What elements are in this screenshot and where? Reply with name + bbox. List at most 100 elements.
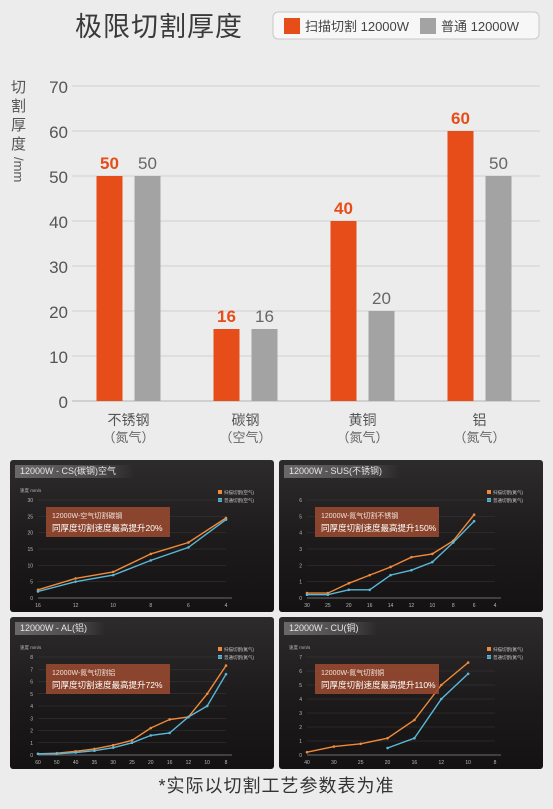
bar-value-scan: 16: [217, 307, 236, 326]
panel-x-tick: 8: [494, 760, 497, 766]
panel-point-scan: [466, 661, 470, 664]
panel-legend-swatch: [218, 490, 222, 494]
panel-x-tick: 8: [225, 760, 228, 766]
panel-point-normal: [413, 736, 416, 740]
panel-title: 12000W - AL(铝): [15, 622, 106, 635]
panel-point-scan: [368, 573, 371, 577]
x-category-gas: （氮气）: [336, 430, 388, 445]
panel-note-line2: 同厚度切割速度最高提升20%: [52, 523, 163, 533]
x-category-label: 黄铜: [349, 412, 377, 428]
panel-legend-label: 扫描切割(氮气): [493, 646, 523, 653]
panel-x-tick: 4: [225, 603, 228, 609]
panel-y-tick: 0: [299, 596, 302, 602]
panel-y-tick: 7: [299, 655, 302, 661]
x-category-gas: （氮气）: [453, 430, 505, 445]
panel-note-bg: [46, 507, 170, 537]
panel-point-scan: [472, 513, 476, 516]
panel-y-tick: 6: [299, 669, 302, 675]
y-tick-label: 20: [49, 303, 68, 322]
panel-title: 12000W - CS(碳钢)空气: [15, 465, 135, 478]
bar-scan: [330, 221, 357, 401]
panel-y-tick: 6: [30, 680, 33, 686]
panel-y-tick: 8: [30, 655, 33, 661]
panel-x-tick: 10: [430, 603, 436, 609]
bar-normal: [251, 329, 278, 401]
panel-x-tick: 16: [35, 603, 41, 609]
panel-point-scan: [439, 683, 443, 687]
panel-chart-cs: 速度 mm/s 扫描切割(空气)普通切割(空气) 0 5 10 15 20 25 30 16 12 1…: [20, 487, 254, 609]
panel-point-normal: [149, 559, 153, 562]
bar-value-normal: 20: [372, 289, 391, 308]
panel-x-tick: 50: [54, 760, 60, 766]
panel-y-tick: 0: [299, 753, 302, 759]
panel-x-tick: 4: [494, 603, 497, 609]
panel-note-line1: 12000W-氮气切割不锈钢: [321, 511, 398, 520]
panel-point-normal: [93, 749, 96, 753]
panel-point-normal: [439, 697, 443, 701]
panel-y-tick: 2: [299, 563, 302, 569]
panel-point-scan: [332, 745, 336, 748]
panel-note-line2: 同厚度切割速度最高提升150%: [321, 523, 437, 533]
panel-y-tick: 25: [27, 514, 33, 520]
bar-value-scan: 50: [100, 154, 119, 173]
panel-point-normal: [149, 734, 153, 737]
panel-x-tick: 25: [325, 603, 331, 609]
panel-point-scan: [74, 577, 77, 580]
panel-legend-label: 扫描切割(氮气): [493, 489, 523, 496]
panel-legend-label: 扫描切割(空气): [224, 489, 254, 496]
panel-x-tick: 40: [73, 760, 79, 766]
panel-y-tick: 3: [299, 547, 302, 553]
panel-x-tick: 14: [388, 603, 394, 609]
x-category-gas: （氮气）: [102, 430, 154, 445]
panel-point-normal: [451, 541, 455, 544]
panel-x-tick: 12: [73, 603, 79, 609]
panel-x-tick: 20: [385, 760, 391, 766]
panel-x-tick: 6: [187, 603, 190, 609]
y-axis-label-char: 厚: [11, 117, 26, 134]
panel-line-normal: [37, 519, 227, 593]
panel-point-normal: [431, 560, 434, 564]
panel-note-line1: 12000W-氮气切割铝: [52, 668, 115, 677]
bar-scan: [213, 329, 240, 401]
panel-y-tick: 5: [299, 514, 302, 520]
bar-value-normal: 50: [138, 154, 157, 173]
panel-y-tick: 15: [27, 547, 33, 553]
panel-title: 12000W - SUS(不锈钢): [284, 465, 401, 478]
y-axis-label-char: 割: [11, 98, 26, 115]
panel-y-tick: 4: [30, 704, 33, 710]
panel-legend-label: 普通切割(氮气): [493, 654, 523, 661]
panel-y-tick: 0: [30, 596, 33, 602]
panel-x-tick: 8: [452, 603, 455, 609]
panel-x-tick: 30: [331, 760, 337, 766]
panel-note-line2: 同厚度切割速度最高提升72%: [52, 680, 163, 690]
bar-value-normal: 50: [489, 154, 508, 173]
x-category-label: 碳钢: [232, 412, 260, 428]
panel-x-tick: 10: [465, 760, 471, 766]
panel-al: 12000W - AL(铝) 速度 mm/s 扫描切割(氮气) 普通切割(氮气) 0 1…: [10, 617, 274, 769]
bar-value-scan: 40: [334, 199, 353, 218]
panel-x-tick: 35: [92, 760, 98, 766]
legend-swatch-scan: [284, 18, 300, 34]
panel-point-normal: [111, 746, 115, 749]
panel-point-normal: [36, 752, 40, 756]
thickness-bar-chart: 极限切割厚度 扫描切割 12000W 普通 12000W 切割厚度/mm 0 10 20 30…: [11, 11, 540, 445]
panel-point-scan: [168, 718, 171, 721]
panel-point-normal: [187, 546, 190, 549]
panel-point-scan: [130, 739, 134, 742]
panel-y-label: 速度 mm/s: [20, 487, 42, 494]
panel-y-tick: 2: [299, 725, 302, 731]
panel-point-normal: [347, 588, 351, 592]
panel-y-tick: 0: [30, 753, 33, 759]
panel-point-normal: [305, 593, 309, 597]
bar-value-scan: 60: [451, 109, 470, 128]
bar-normal: [368, 311, 395, 401]
legend-box: [272, 11, 540, 40]
panel-y-tick: 6: [299, 498, 302, 504]
y-tick-label: 50: [49, 168, 68, 187]
panel-legend-swatch: [487, 647, 491, 651]
